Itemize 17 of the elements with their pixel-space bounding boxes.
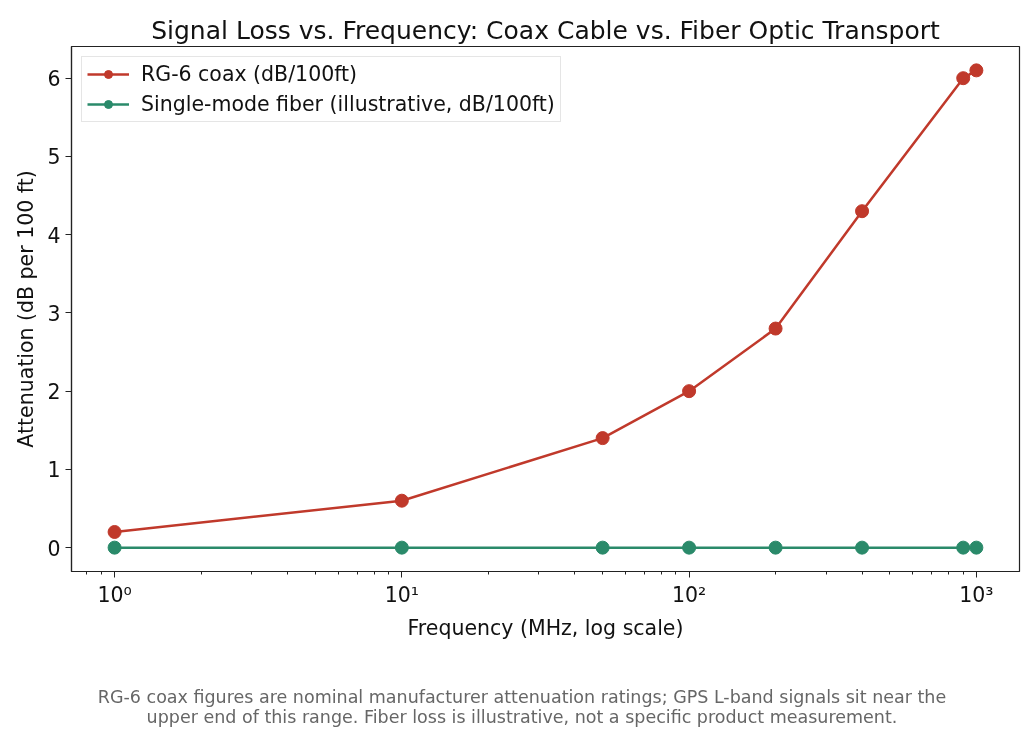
x-tick-label: 10¹ [384, 582, 419, 607]
y-axis-title: Attenuation (dB per 100 ft) [14, 170, 39, 448]
x-tick-label: 10⁰ [97, 582, 132, 607]
x-tick-label: 10³ [959, 582, 994, 607]
legend-label: Single-mode fiber (illustrative, dB/100ft) [141, 92, 555, 116]
y-tick-label: 4 [47, 223, 61, 248]
chart-title: Signal Loss vs. Frequency: Coax Cable vs. Fiber Optic Transport [151, 15, 941, 45]
y-tick-label: 3 [47, 301, 61, 326]
y-tick-label: 5 [47, 145, 61, 170]
y-tick-label: 6 [47, 67, 61, 92]
x-tick-label: 10² [671, 582, 707, 607]
y-tick-label: 2 [47, 380, 61, 405]
y-tick-label: 1 [47, 458, 61, 483]
text: RG-6 coax figures are nominal manufacturer attenuation ratings; GPS L-band signals sit near the upper end of this range. Fiber loss is illustrative, not a specific product measurement. [97, 687, 947, 728]
y-tick-label: 0 [47, 536, 61, 561]
legend-label: RG-6 coax (dB/100ft) [141, 62, 358, 86]
x-axis-title: Frequency (MHz, log scale) [407, 615, 684, 640]
